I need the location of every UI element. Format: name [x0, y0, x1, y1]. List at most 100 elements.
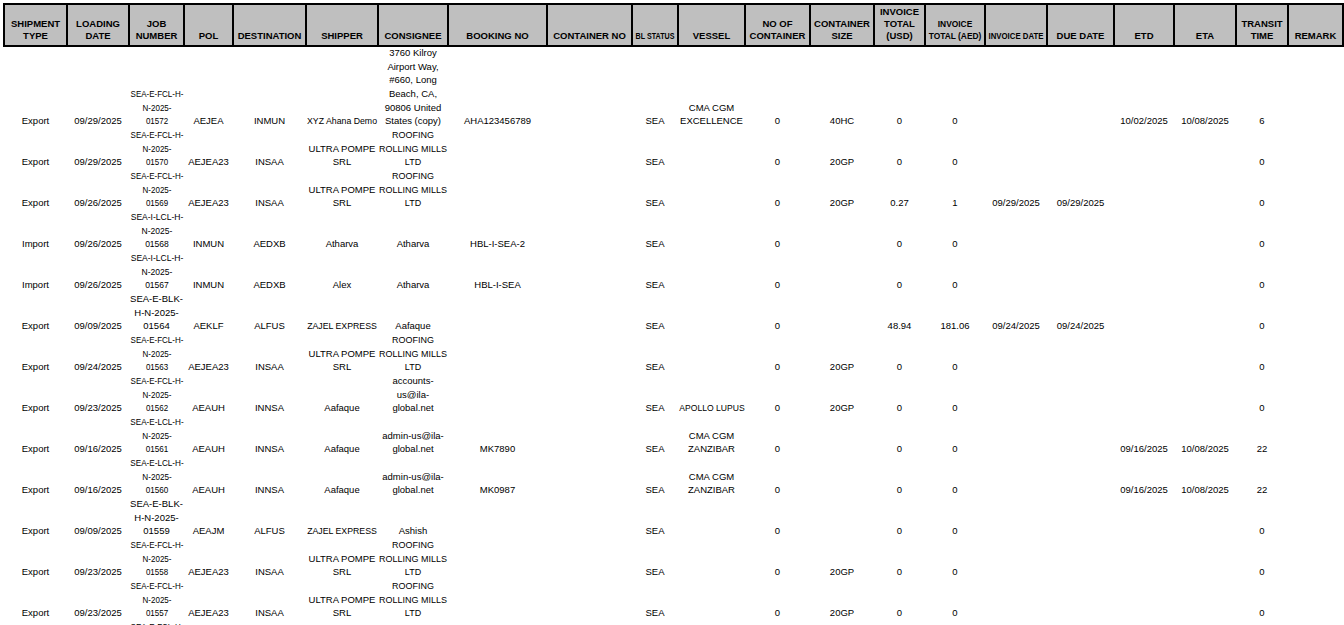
cell[interactable]: 09/09/2025 — [67, 497, 129, 538]
cell[interactable] — [985, 128, 1047, 169]
cell[interactable]: INMUN — [233, 46, 306, 128]
cell[interactable]: 0 — [925, 538, 985, 579]
cell[interactable] — [547, 251, 632, 292]
cell[interactable]: 09/23/2025 — [67, 579, 129, 620]
cell[interactable]: CMA CGM ZANZIBAR — [678, 456, 745, 497]
column-header[interactable]: DESTINATION — [233, 4, 306, 46]
cell[interactable]: SEA-E-FCL-H- — [129, 620, 184, 625]
cell[interactable] — [547, 128, 632, 169]
cell[interactable]: 0 — [745, 415, 810, 456]
cell[interactable]: Aafaque — [378, 292, 448, 333]
cell[interactable]: 20GP — [810, 538, 874, 579]
cell[interactable] — [1114, 579, 1174, 620]
cell[interactable] — [810, 456, 874, 497]
cell[interactable] — [547, 210, 632, 251]
cell[interactable]: Atharva — [378, 251, 448, 292]
cell[interactable]: 0 — [745, 333, 810, 374]
cell[interactable]: 20GP — [810, 169, 874, 210]
cell[interactable]: 09/26/2025 — [67, 169, 129, 210]
cell[interactable] — [1047, 620, 1114, 625]
cell[interactable]: Export — [4, 415, 67, 456]
cell[interactable] — [547, 538, 632, 579]
cell[interactable] — [1114, 292, 1174, 333]
cell[interactable]: 0 — [925, 415, 985, 456]
cell[interactable]: 0 — [745, 497, 810, 538]
cell[interactable] — [985, 497, 1047, 538]
cell[interactable] — [678, 210, 745, 251]
cell[interactable]: SEA — [632, 251, 678, 292]
cell[interactable] — [1174, 128, 1236, 169]
cell[interactable]: 0 — [745, 456, 810, 497]
cell[interactable]: 0 — [1236, 210, 1288, 251]
cell[interactable] — [1288, 46, 1343, 128]
cell[interactable]: Export — [4, 538, 67, 579]
cell[interactable]: 09/29/2025 — [1047, 169, 1114, 210]
cell[interactable]: Export — [4, 497, 67, 538]
cell[interactable] — [1114, 497, 1174, 538]
cell[interactable]: Export — [4, 333, 67, 374]
cell[interactable]: SEA — [632, 128, 678, 169]
cell[interactable] — [1047, 210, 1114, 251]
cell[interactable] — [1174, 374, 1236, 415]
cell[interactable]: 0 — [925, 210, 985, 251]
cell[interactable] — [1047, 456, 1114, 497]
cell[interactable] — [1288, 210, 1343, 251]
cell[interactable] — [448, 374, 547, 415]
cell[interactable]: 181.06 — [925, 292, 985, 333]
cell[interactable] — [1047, 538, 1114, 579]
cell[interactable]: 0 — [1236, 333, 1288, 374]
cell[interactable]: 0 — [745, 210, 810, 251]
cell[interactable] — [1047, 415, 1114, 456]
cell[interactable]: SEA-E-FCL-H- N-2025- 01572 — [129, 46, 184, 128]
cell[interactable] — [378, 620, 448, 625]
cell[interactable]: 0 — [745, 538, 810, 579]
cell[interactable]: SEA — [632, 292, 678, 333]
cell[interactable] — [678, 169, 745, 210]
cell[interactable] — [547, 415, 632, 456]
cell[interactable]: 10/08/2025 — [1174, 415, 1236, 456]
cell[interactable]: 0 — [1236, 538, 1288, 579]
cell[interactable]: 0 — [745, 292, 810, 333]
cell[interactable] — [810, 620, 874, 625]
cell[interactable] — [678, 292, 745, 333]
cell[interactable] — [632, 620, 678, 625]
cell[interactable] — [1114, 374, 1174, 415]
cell[interactable] — [1114, 333, 1174, 374]
cell[interactable]: 09/29/2025 — [67, 46, 129, 128]
cell[interactable]: Import — [4, 210, 67, 251]
cell[interactable]: 0 — [745, 374, 810, 415]
cell[interactable]: Ashish — [378, 497, 448, 538]
cell[interactable]: ULTRA POMPE SRL — [306, 128, 378, 169]
cell[interactable]: INSAA — [233, 128, 306, 169]
cell[interactable]: APOLLO LUPUS — [678, 374, 745, 415]
cell[interactable] — [985, 415, 1047, 456]
cell[interactable] — [1114, 169, 1174, 210]
column-header[interactable]: SHIPMENT TYPE — [4, 4, 67, 46]
cell[interactable]: 09/24/2025 — [67, 333, 129, 374]
cell[interactable]: 0 — [925, 456, 985, 497]
cell[interactable] — [1174, 333, 1236, 374]
cell[interactable]: AEJEA23 — [184, 169, 233, 210]
cell[interactable] — [1047, 579, 1114, 620]
cell[interactable]: SEA-E-FCL-H- N-2025- 01558 — [129, 538, 184, 579]
column-header[interactable]: TRANSIT TIME — [1236, 4, 1288, 46]
cell[interactable]: 0 — [925, 374, 985, 415]
cell[interactable]: 10/02/2025 — [1114, 46, 1174, 128]
column-header[interactable]: NO OF CONTAINER — [745, 4, 810, 46]
cell[interactable] — [448, 538, 547, 579]
cell[interactable]: SEA-E-LCL-H- N-2025- 01561 — [129, 415, 184, 456]
column-header[interactable]: ETA — [1174, 4, 1236, 46]
cell[interactable] — [1114, 251, 1174, 292]
cell[interactable]: Export — [4, 374, 67, 415]
cell[interactable]: admin-us@ila- global.net — [378, 456, 448, 497]
cell[interactable] — [925, 620, 985, 625]
cell[interactable]: 0 — [745, 46, 810, 128]
cell[interactable] — [985, 333, 1047, 374]
cell[interactable]: SEA — [632, 456, 678, 497]
cell[interactable]: 09/09/2025 — [67, 292, 129, 333]
cell[interactable] — [678, 333, 745, 374]
cell[interactable] — [985, 210, 1047, 251]
cell[interactable]: Aafaque — [306, 374, 378, 415]
cell[interactable]: SEA-I-LCL-H- N-2025- 01567 — [129, 251, 184, 292]
cell[interactable] — [810, 210, 874, 251]
